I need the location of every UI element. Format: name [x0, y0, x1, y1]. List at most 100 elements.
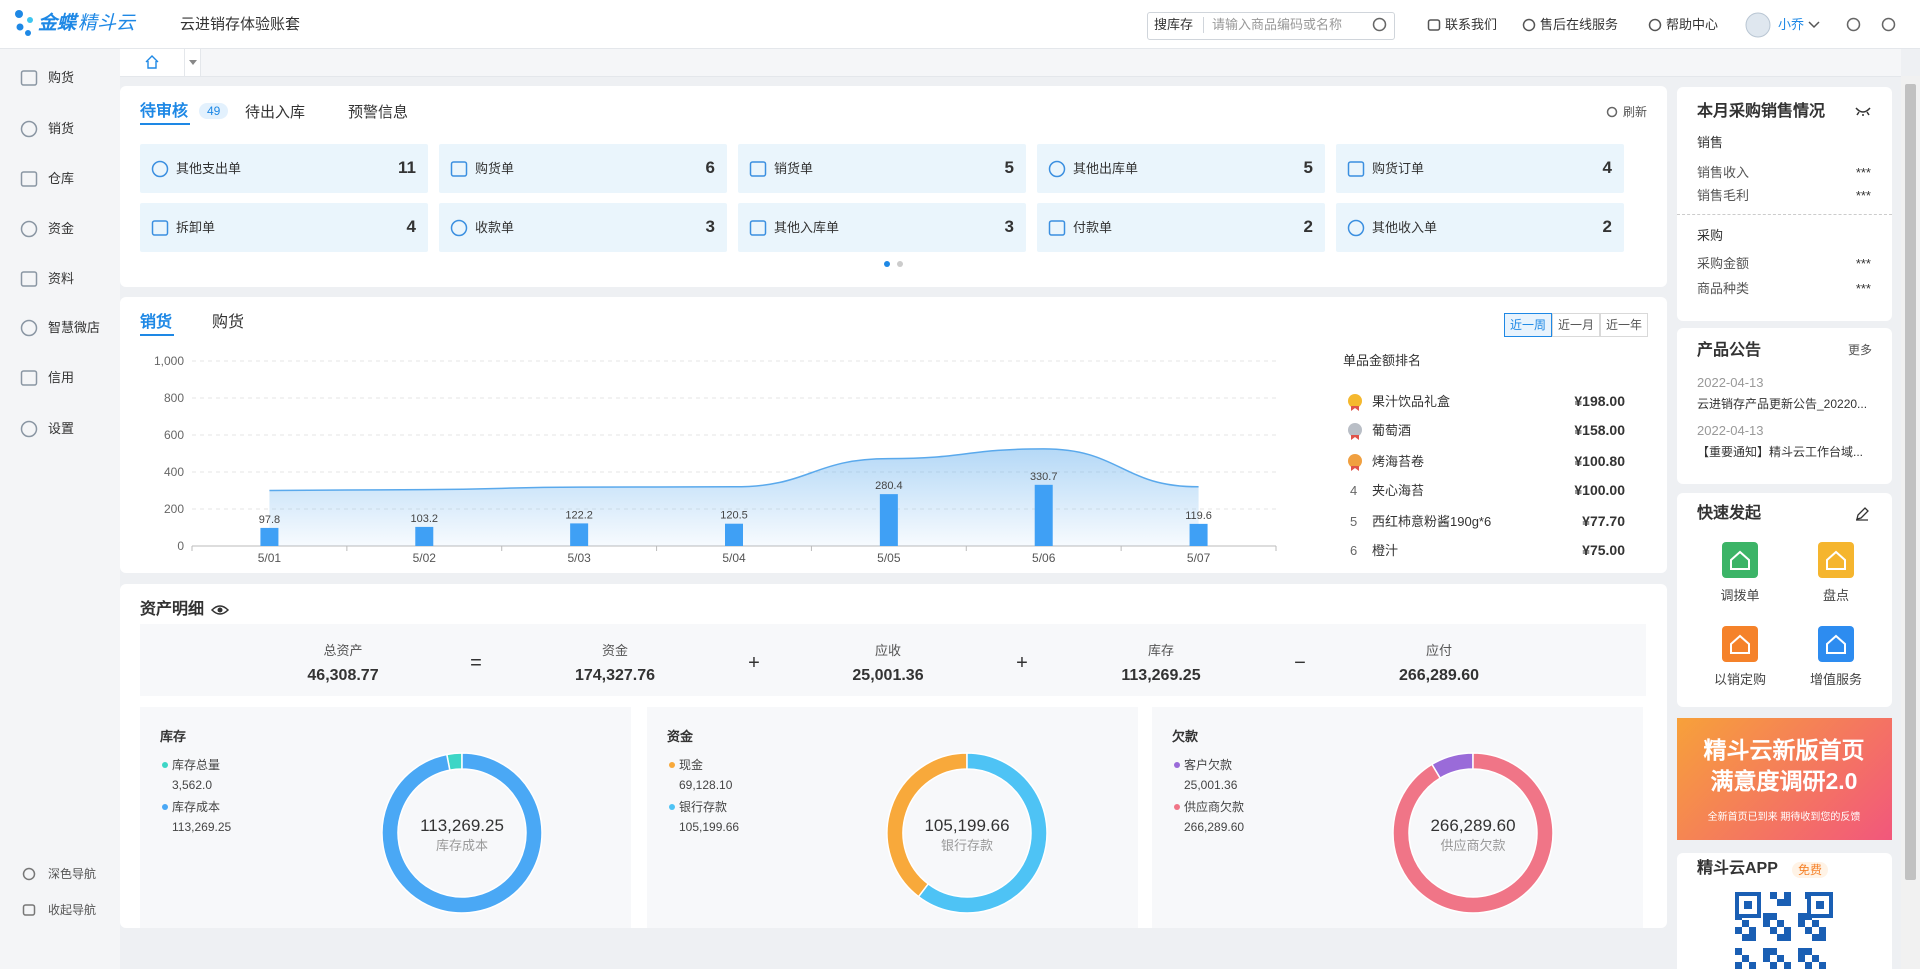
banner-caption: 全新首页已到来 期待收到您的反馈	[1634, 811, 1920, 825]
pager-dot[interactable]	[897, 261, 903, 267]
ribbon	[1351, 406, 1359, 411]
tile-icon-shape	[153, 221, 168, 235]
logo-brand: 金蝶	[38, 11, 76, 38]
tile-count: 5	[1304, 156, 1313, 180]
pending-tab[interactable]: 待出入库	[245, 102, 305, 123]
legend-dot	[669, 762, 675, 768]
tile-count: 6	[706, 156, 715, 180]
qr-cell	[1805, 948, 1812, 955]
header-link[interactable]: 售后在线服务	[1540, 16, 1618, 34]
notice-text[interactable]: 云进销存产品更新公告_20220...	[1697, 396, 1867, 413]
sales-chart: 02004006008001,0005/015/025/035/045/055/…	[120, 297, 1300, 573]
app-badge: 免费	[1792, 862, 1828, 879]
monthly-group: 采购	[1697, 227, 1723, 245]
user-menu-arrow	[1808, 20, 1820, 30]
summary-operator: +	[604, 649, 904, 677]
sidebar-icon	[20, 270, 38, 288]
link-icon	[1648, 18, 1662, 32]
qr-cell	[1784, 892, 1791, 899]
x-tick-label: 5/06	[1032, 551, 1056, 565]
refresh-button[interactable]: 刷新	[1623, 104, 1647, 121]
quick-icon	[1818, 542, 1854, 578]
sidebar-item[interactable]: 资金	[48, 220, 74, 238]
summary-operator: =	[326, 649, 626, 677]
legend-label: 库存成本	[172, 799, 220, 816]
bar	[260, 528, 278, 546]
pencil	[1856, 508, 1868, 520]
legend-value: 113,269.25	[172, 819, 231, 836]
legend-dot	[1174, 804, 1180, 810]
notice-text[interactable]: 【重要通知】精斗云工作台域...	[1697, 444, 1863, 461]
qr-cell	[1819, 962, 1826, 969]
tile-count: 11	[398, 156, 416, 180]
qr-code	[1735, 892, 1835, 969]
rank-medal	[1347, 453, 1363, 471]
tile-name: 其他收入单	[1372, 219, 1437, 237]
tile-count: 4	[407, 215, 416, 239]
sidebar-item[interactable]: 销货	[48, 120, 74, 138]
sidebar-item[interactable]: 设置	[48, 420, 74, 438]
tile-icon-shape	[153, 162, 168, 177]
sidebar-bottom-icon-shape	[24, 905, 35, 915]
donut-title: 资金	[667, 728, 693, 746]
sidebar-bottom-item[interactable]: 收起导航	[48, 902, 96, 919]
search-scope[interactable]: 搜库存	[1154, 16, 1193, 34]
sidebar-item[interactable]: 智慧微店	[48, 319, 100, 337]
notice-more[interactable]: 更多	[1848, 342, 1872, 359]
sidebar-bottom-icon	[22, 867, 36, 881]
rank-number: 5	[1350, 513, 1357, 531]
sidebar-icon-shape	[22, 272, 37, 286]
legend-label: 供应商欠款	[1184, 799, 1244, 816]
qr-finder-core	[1744, 901, 1752, 909]
summary-operator: +	[872, 649, 1172, 677]
user-name[interactable]: 小乔	[1778, 16, 1804, 34]
range-button[interactable]: 近一月	[1552, 313, 1600, 337]
ranking-title: 单品金额排名	[1343, 352, 1421, 370]
legend-dot	[1174, 762, 1180, 768]
sidebar-icon-shape	[22, 321, 37, 336]
bar-label: 330.7	[1030, 471, 1058, 483]
pager-dot[interactable]	[884, 261, 890, 267]
qr-cell	[1805, 927, 1812, 934]
rank-name: 橙汁	[1372, 542, 1398, 560]
tile-icon	[749, 219, 767, 237]
sidebar-item[interactable]: 购货	[48, 69, 74, 87]
search-input[interactable]: 请输入商品编码或名称	[1212, 16, 1342, 34]
qr-cell	[1749, 962, 1756, 969]
tile-name: 购货单	[475, 160, 514, 178]
app-title: 精斗云APP	[1697, 858, 1778, 880]
header-link[interactable]: 联系我们	[1445, 16, 1497, 34]
back-icon-shape	[1848, 19, 1860, 31]
sidebar-item[interactable]: 资料	[48, 270, 74, 288]
quick-title: 快速发起	[1697, 503, 1761, 525]
tile-name: 拆卸单	[176, 219, 215, 237]
range-button[interactable]: 近一周	[1504, 313, 1552, 337]
header-link[interactable]: 帮助中心	[1666, 16, 1718, 34]
link-icon-shape	[1650, 20, 1661, 31]
tile-icon-shape	[452, 162, 467, 176]
quick-label[interactable]: 增值服务	[1686, 671, 1920, 689]
link-icon-shape	[1429, 20, 1440, 30]
range-button[interactable]: 近一年	[1600, 313, 1648, 337]
rank-medal	[1347, 422, 1363, 440]
assets-title: 资产明细	[140, 599, 204, 621]
pending-tab-active[interactable]: 待审核	[140, 101, 188, 123]
sidebar-item[interactable]: 信用	[48, 369, 74, 387]
tile-name: 其他支出单	[176, 160, 241, 178]
bar	[1035, 485, 1053, 546]
quick-label[interactable]: 盘点	[1686, 587, 1920, 605]
tile-icon-shape	[1349, 162, 1364, 176]
monthly-label: 销售毛利	[1697, 187, 1749, 205]
notice-title: 产品公告	[1697, 340, 1761, 362]
tile-name: 购货订单	[1372, 160, 1424, 178]
donut-center-label: 供应商欠款	[1323, 837, 1623, 855]
sidebar-bottom-item[interactable]: 深色导航	[48, 866, 96, 883]
pending-tab[interactable]: 预警信息	[348, 102, 408, 123]
qr-cell	[1770, 892, 1777, 899]
sidebar-item[interactable]: 仓库	[48, 170, 74, 188]
bar	[725, 524, 743, 546]
edit-icon	[1855, 507, 1869, 521]
medal	[1348, 423, 1362, 437]
avatar-shape	[1746, 13, 1770, 37]
qr-cell	[1749, 934, 1756, 941]
